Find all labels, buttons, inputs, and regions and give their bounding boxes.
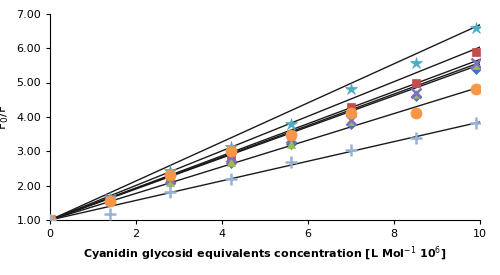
50°C — [288, 133, 294, 136]
70°C — [228, 156, 234, 159]
25°C — [228, 162, 234, 165]
60°C — [168, 180, 173, 183]
70°C — [348, 118, 354, 121]
X-axis label: Cyanidin glycosid equivalents concentration [L Mol$^{-1}$ 10$^{6}$]: Cyanidin glycosid equivalents concentrat… — [84, 244, 446, 263]
60°C — [348, 119, 354, 123]
60°C — [47, 218, 53, 222]
100°C — [348, 148, 354, 151]
80°C — [228, 145, 234, 149]
80°C — [168, 169, 173, 173]
Line: 60°C: 60°C — [46, 61, 480, 224]
60°C — [412, 92, 418, 95]
100°C — [107, 212, 113, 216]
50°C — [472, 51, 478, 54]
25°C — [168, 180, 173, 184]
80°C — [107, 196, 113, 199]
80°C — [47, 218, 53, 222]
90°C — [472, 87, 478, 90]
25°C — [472, 67, 478, 70]
90°C — [228, 149, 234, 152]
25°C — [288, 143, 294, 146]
90°C — [288, 133, 294, 136]
90°C — [47, 218, 53, 222]
25°C — [47, 218, 53, 222]
50°C — [228, 157, 234, 161]
50°C — [107, 198, 113, 201]
25°C — [348, 122, 354, 125]
70°C — [288, 136, 294, 139]
80°C — [472, 27, 478, 30]
60°C — [288, 142, 294, 145]
Y-axis label: F$_0$/F: F$_0$/F — [0, 104, 10, 130]
90°C — [348, 111, 354, 114]
50°C — [47, 218, 53, 222]
60°C — [107, 199, 113, 202]
70°C — [472, 61, 478, 64]
80°C — [348, 87, 354, 90]
50°C — [168, 178, 173, 181]
Line: 25°C: 25°C — [46, 65, 479, 224]
70°C — [168, 177, 173, 180]
70°C — [107, 198, 113, 201]
100°C — [288, 161, 294, 164]
25°C — [412, 95, 418, 98]
100°C — [472, 122, 478, 125]
25°C — [107, 199, 113, 203]
Line: 100°C: 100°C — [44, 117, 482, 226]
Line: 80°C: 80°C — [44, 22, 482, 226]
Line: 90°C: 90°C — [44, 83, 482, 226]
100°C — [168, 190, 173, 194]
80°C — [288, 123, 294, 126]
50°C — [412, 81, 418, 85]
80°C — [412, 61, 418, 64]
100°C — [412, 137, 418, 140]
60°C — [228, 160, 234, 163]
90°C — [107, 199, 113, 203]
60°C — [472, 64, 478, 67]
100°C — [47, 218, 53, 222]
50°C — [348, 105, 354, 108]
70°C — [47, 218, 53, 222]
100°C — [228, 178, 234, 181]
70°C — [412, 91, 418, 95]
Line: 70°C: 70°C — [45, 58, 480, 225]
90°C — [412, 111, 418, 114]
90°C — [168, 173, 173, 176]
Line: 50°C: 50°C — [46, 48, 480, 224]
